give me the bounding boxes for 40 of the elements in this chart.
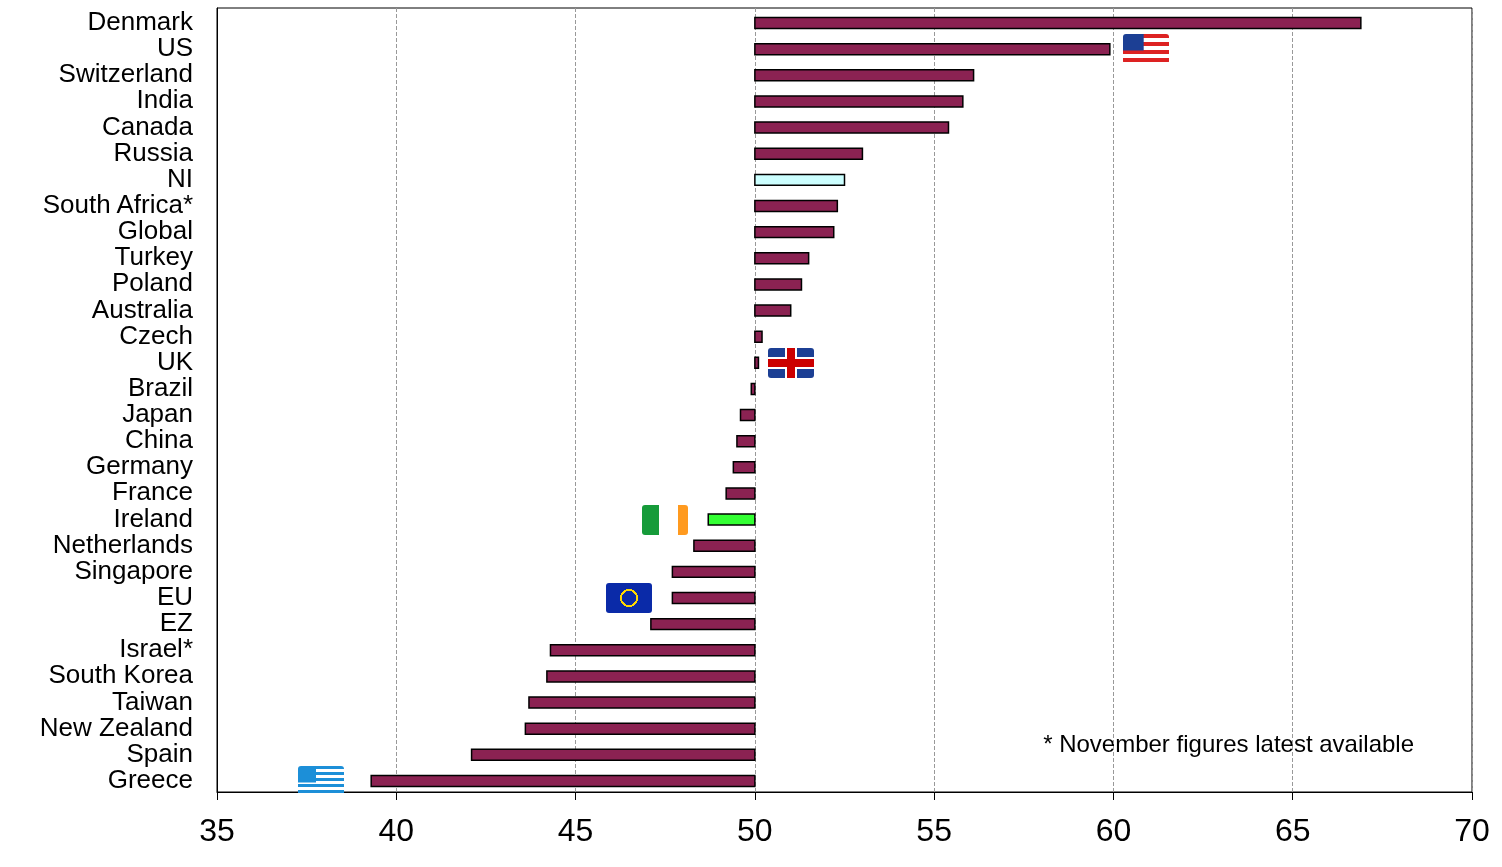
bar bbox=[754, 42, 1111, 56]
bar bbox=[754, 199, 839, 213]
y-tick-label: Germany bbox=[86, 450, 193, 481]
x-tick-label: 45 bbox=[557, 812, 594, 848]
bar bbox=[671, 565, 756, 579]
x-tick-label: 35 bbox=[199, 812, 235, 848]
bar bbox=[754, 121, 950, 134]
bar bbox=[754, 225, 835, 239]
bar bbox=[546, 670, 756, 683]
bar bbox=[754, 252, 810, 265]
bar bbox=[650, 617, 756, 631]
bar bbox=[693, 539, 756, 552]
x-tick-label: 70 bbox=[1454, 812, 1490, 848]
x-tick-label: 55 bbox=[916, 812, 952, 848]
bar bbox=[754, 304, 792, 317]
bar bbox=[549, 644, 756, 657]
bar bbox=[739, 408, 756, 422]
bar bbox=[754, 330, 763, 343]
bar bbox=[528, 696, 756, 709]
bar bbox=[370, 774, 756, 788]
bar bbox=[754, 95, 964, 108]
x-tick-label: 40 bbox=[378, 812, 415, 848]
bar bbox=[524, 722, 756, 735]
bar bbox=[754, 173, 846, 187]
bar bbox=[754, 69, 975, 82]
bar bbox=[707, 513, 756, 526]
x-tick-label: 50 bbox=[737, 812, 773, 848]
bar bbox=[470, 748, 756, 762]
bar bbox=[732, 461, 756, 474]
bar bbox=[750, 382, 756, 396]
bar bbox=[754, 16, 1362, 30]
bar bbox=[725, 487, 756, 500]
bar bbox=[754, 356, 760, 370]
bar bbox=[736, 434, 756, 448]
x-tick-label: 65 bbox=[1274, 812, 1311, 848]
annotation: * November figures latest available bbox=[1043, 729, 1415, 757]
bar bbox=[754, 278, 803, 291]
bar bbox=[671, 591, 756, 605]
x-tick-label: 60 bbox=[1095, 812, 1132, 848]
bar bbox=[754, 147, 864, 160]
